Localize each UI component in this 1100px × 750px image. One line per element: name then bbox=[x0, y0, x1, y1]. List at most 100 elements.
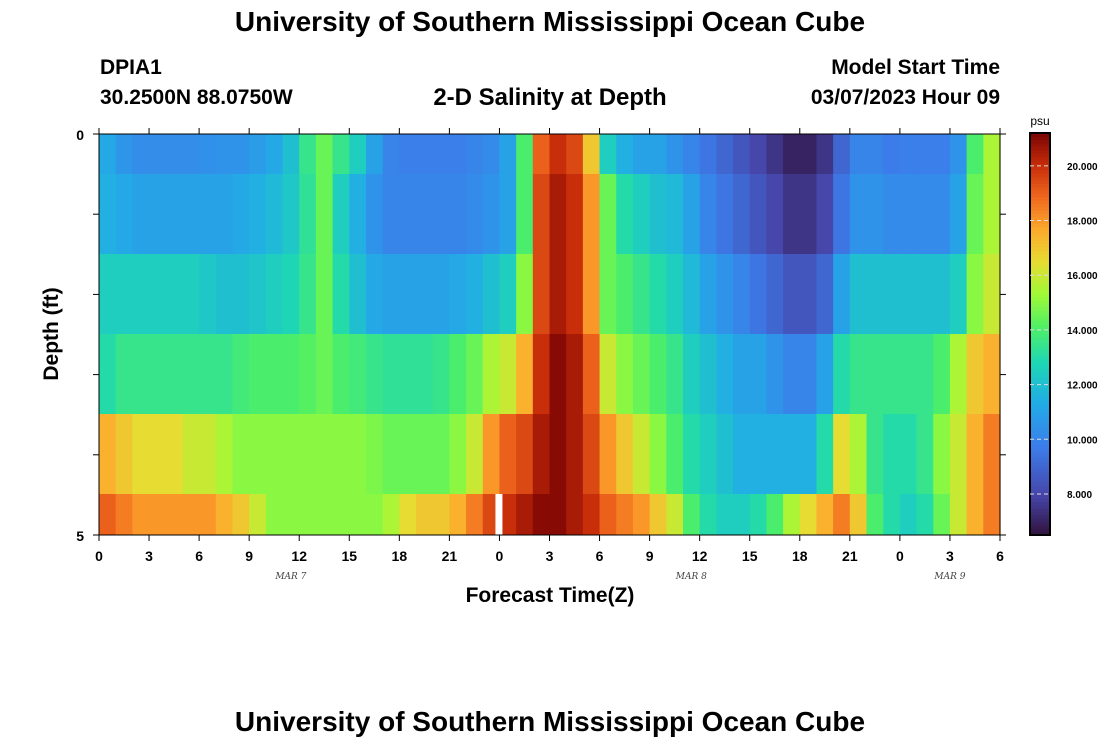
heatmap-cell bbox=[966, 134, 984, 174]
heatmap-cell bbox=[432, 334, 450, 414]
heatmap-cell bbox=[799, 134, 818, 174]
heatmap-cell bbox=[466, 134, 484, 174]
heatmap-cell bbox=[666, 414, 684, 494]
colorbar-segment bbox=[1030, 370, 1050, 375]
colorbar-tick-label: 14.000 bbox=[1067, 326, 1098, 337]
heatmap-cell bbox=[566, 494, 584, 535]
colorbar-segment bbox=[1030, 156, 1050, 161]
heatmap-cell bbox=[649, 254, 667, 334]
heatmap-cell bbox=[382, 494, 400, 535]
heatmap-cell bbox=[449, 134, 467, 174]
colorbar-segment bbox=[1030, 387, 1050, 392]
colorbar-segment bbox=[1030, 337, 1050, 342]
heatmap-cell bbox=[833, 494, 851, 535]
heatmap-cell bbox=[682, 134, 701, 174]
x-tick-label: 3 bbox=[145, 548, 153, 564]
heatmap-cell bbox=[949, 414, 968, 494]
colorbar-segment bbox=[1030, 186, 1050, 191]
heatmap-cell bbox=[482, 334, 501, 414]
colorbar-segment bbox=[1030, 531, 1050, 536]
heatmap-cell bbox=[482, 254, 501, 334]
heatmap-cell bbox=[232, 134, 250, 174]
heatmap-cell bbox=[716, 134, 734, 174]
colorbar-segment bbox=[1030, 290, 1050, 295]
heatmap-cell bbox=[449, 254, 467, 334]
heatmap-cell bbox=[149, 414, 167, 494]
heatmap-cell bbox=[916, 414, 934, 494]
heatmap-cell bbox=[416, 254, 434, 334]
heatmap-cell bbox=[599, 174, 617, 254]
colorbar-tick-label: 20.000 bbox=[1067, 162, 1098, 173]
heatmap-cell bbox=[182, 414, 200, 494]
heatmap-cell bbox=[866, 134, 884, 174]
chart-title: University of Southern Mississippi Ocean… bbox=[234, 6, 866, 37]
heatmap-cell bbox=[933, 414, 951, 494]
colorbar-segment bbox=[1030, 454, 1050, 459]
heatmap-cell bbox=[332, 174, 350, 254]
x-tick-label: 6 bbox=[996, 548, 1004, 564]
colorbar-segment bbox=[1030, 488, 1050, 493]
heatmap-cell bbox=[299, 334, 317, 414]
heatmap-cell bbox=[132, 254, 150, 334]
heatmap-cell bbox=[649, 174, 667, 254]
heatmap-cell bbox=[916, 174, 934, 254]
heatmap-cell bbox=[949, 254, 968, 334]
heatmap-cell bbox=[599, 254, 617, 334]
colorbar-segment bbox=[1030, 220, 1050, 225]
station-coordinates: 30.2500N 88.0750W bbox=[100, 86, 293, 109]
heatmap-cell bbox=[966, 254, 984, 334]
heatmap-cell bbox=[399, 134, 417, 174]
colorbar-segment bbox=[1030, 307, 1050, 312]
heatmap-cell bbox=[165, 334, 184, 414]
heatmap-cell bbox=[232, 254, 250, 334]
heatmap-cell bbox=[566, 414, 584, 494]
heatmap-cell bbox=[849, 334, 868, 414]
heatmap-cell bbox=[783, 134, 801, 174]
colorbar-segment bbox=[1030, 384, 1050, 389]
heatmap-cell bbox=[582, 254, 601, 334]
colorbar-segment bbox=[1030, 233, 1050, 238]
heatmap-cell bbox=[532, 494, 551, 535]
heatmap-cell bbox=[416, 494, 434, 535]
heatmap-cell bbox=[232, 494, 250, 535]
heatmap-cell bbox=[933, 174, 951, 254]
colorbar-segment bbox=[1030, 323, 1050, 328]
heatmap-cell bbox=[432, 414, 450, 494]
heatmap-cell bbox=[232, 174, 250, 254]
heatmap-cell bbox=[749, 134, 768, 174]
colorbar-segment bbox=[1030, 524, 1050, 529]
heatmap-cell bbox=[99, 254, 117, 334]
heatmap-cell bbox=[699, 494, 717, 535]
heatmap-cell bbox=[749, 494, 768, 535]
missing-data-marker bbox=[495, 494, 503, 535]
colorbar-segment bbox=[1030, 374, 1050, 379]
heatmap-cell bbox=[482, 174, 501, 254]
colorbar-segment bbox=[1030, 149, 1050, 154]
heatmap-cell bbox=[883, 174, 901, 254]
heatmap-cell bbox=[299, 134, 317, 174]
colorbar-segment bbox=[1030, 146, 1050, 151]
colorbar-segment bbox=[1030, 297, 1050, 302]
colorbar-segment bbox=[1030, 340, 1050, 345]
heatmap-cell bbox=[799, 174, 818, 254]
colorbar-segment bbox=[1030, 401, 1050, 405]
heatmap-cell bbox=[866, 174, 884, 254]
heatmap-cell bbox=[215, 174, 234, 254]
heatmap-cell bbox=[449, 334, 467, 414]
heatmap-cell bbox=[699, 334, 717, 414]
heatmap-cell bbox=[532, 334, 551, 414]
colorbar-segment bbox=[1030, 411, 1050, 415]
colorbar-segment bbox=[1030, 143, 1050, 147]
heatmap-cell bbox=[699, 254, 717, 334]
heatmap-cell bbox=[933, 494, 951, 535]
heatmap-cell bbox=[499, 134, 517, 174]
heatmap-cell bbox=[549, 334, 567, 414]
heatmap-cell bbox=[833, 334, 851, 414]
y-tick-label: 5 bbox=[76, 528, 84, 544]
heatmap-cell bbox=[365, 334, 384, 414]
heatmap-cell bbox=[416, 334, 434, 414]
colorbar-tick-label: 16.000 bbox=[1067, 271, 1098, 282]
heatmap-cell bbox=[716, 254, 734, 334]
heatmap-cell bbox=[566, 254, 584, 334]
heatmap-cell bbox=[199, 334, 217, 414]
